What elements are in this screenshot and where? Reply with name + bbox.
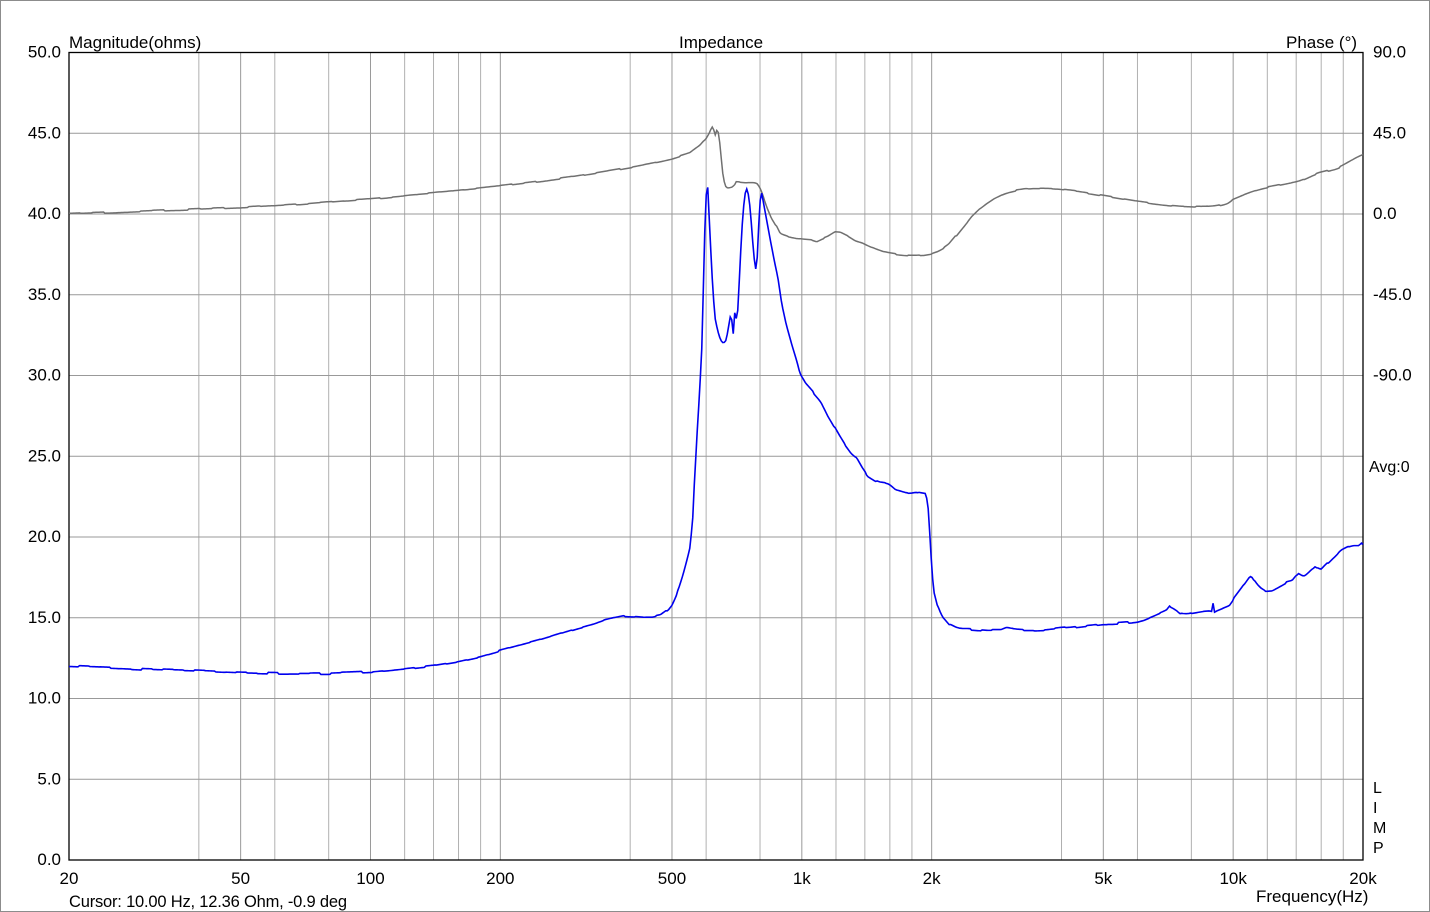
svg-text:50: 50 [231, 869, 250, 888]
svg-text:20.0: 20.0 [28, 527, 61, 546]
svg-text:45.0: 45.0 [28, 123, 61, 142]
svg-text:5.0: 5.0 [37, 769, 61, 788]
svg-text:25.0: 25.0 [28, 446, 61, 465]
svg-text:40.0: 40.0 [28, 204, 61, 223]
svg-text:2k: 2k [923, 869, 941, 888]
svg-text:15.0: 15.0 [28, 608, 61, 627]
svg-text:0.0: 0.0 [1373, 204, 1397, 223]
svg-text:20k: 20k [1349, 869, 1377, 888]
svg-text:20: 20 [60, 869, 79, 888]
svg-text:100: 100 [356, 869, 384, 888]
svg-text:200: 200 [486, 869, 514, 888]
svg-text:5k: 5k [1094, 869, 1112, 888]
svg-text:50.0: 50.0 [28, 43, 61, 62]
svg-text:0.0: 0.0 [37, 850, 61, 869]
svg-text:90.0: 90.0 [1373, 43, 1406, 62]
svg-text:10.0: 10.0 [28, 689, 61, 708]
svg-text:1k: 1k [793, 869, 811, 888]
svg-text:30.0: 30.0 [28, 366, 61, 385]
svg-text:45.0: 45.0 [1373, 123, 1406, 142]
svg-text:35.0: 35.0 [28, 285, 61, 304]
svg-text:-45.0: -45.0 [1373, 285, 1412, 304]
svg-text:500: 500 [658, 869, 686, 888]
svg-text:-90.0: -90.0 [1373, 366, 1412, 385]
svg-text:10k: 10k [1219, 869, 1247, 888]
